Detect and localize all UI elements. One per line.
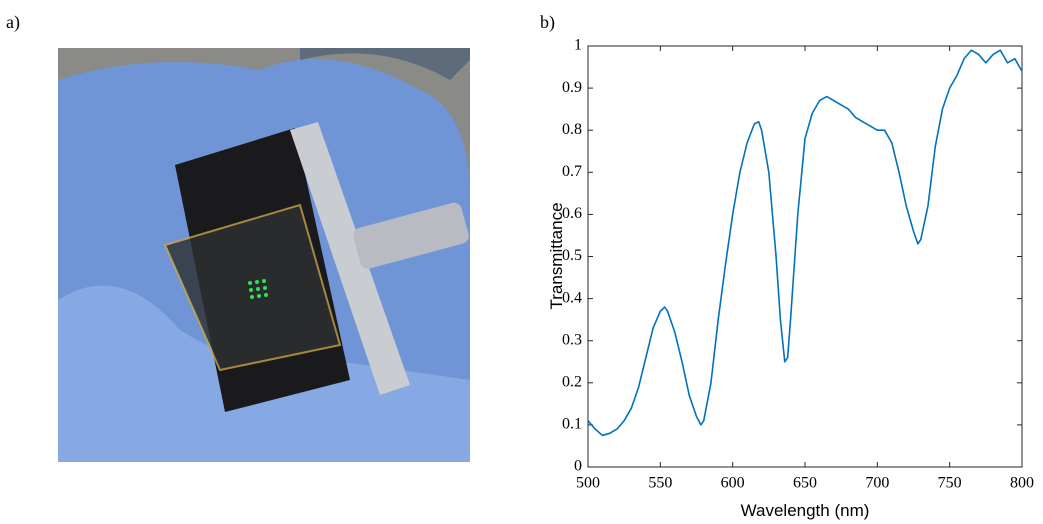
x-tick-label: 700 bbox=[865, 475, 889, 492]
photo bbox=[58, 48, 470, 462]
y-tick-label: 0.4 bbox=[562, 289, 582, 306]
y-tick-label: 0.5 bbox=[562, 247, 582, 264]
x-tick-label: 750 bbox=[938, 475, 962, 492]
x-tick-label: 500 bbox=[576, 475, 600, 492]
y-tick-label: 1 bbox=[574, 37, 582, 54]
x-tick-label: 650 bbox=[793, 475, 817, 492]
x-axis-label: Wavelength (nm) bbox=[741, 501, 870, 520]
y-tick-label: 0.9 bbox=[562, 79, 582, 96]
y-axis-label: Transmittance bbox=[547, 202, 566, 309]
y-tick-label: 0.8 bbox=[562, 121, 582, 138]
panel-label: a) bbox=[6, 12, 20, 33]
x-tick-label: 550 bbox=[648, 475, 672, 492]
y-tick-label: 0.3 bbox=[562, 331, 582, 348]
chart: Wavelength (nm) Transmittance bbox=[547, 45, 1023, 520]
y-tick-label: 0 bbox=[574, 458, 582, 475]
y-tick-label: 0.2 bbox=[562, 373, 582, 390]
y-tick-label: 0.1 bbox=[562, 416, 582, 433]
y-tick-label: 0.7 bbox=[562, 163, 582, 180]
panel-label: b) bbox=[540, 12, 555, 33]
axes-box bbox=[587, 45, 1023, 468]
data-line bbox=[587, 49, 1023, 437]
x-tick-label: 800 bbox=[1010, 475, 1034, 492]
x-tick-label: 600 bbox=[721, 475, 745, 492]
y-tick-label: 0.6 bbox=[562, 205, 582, 222]
